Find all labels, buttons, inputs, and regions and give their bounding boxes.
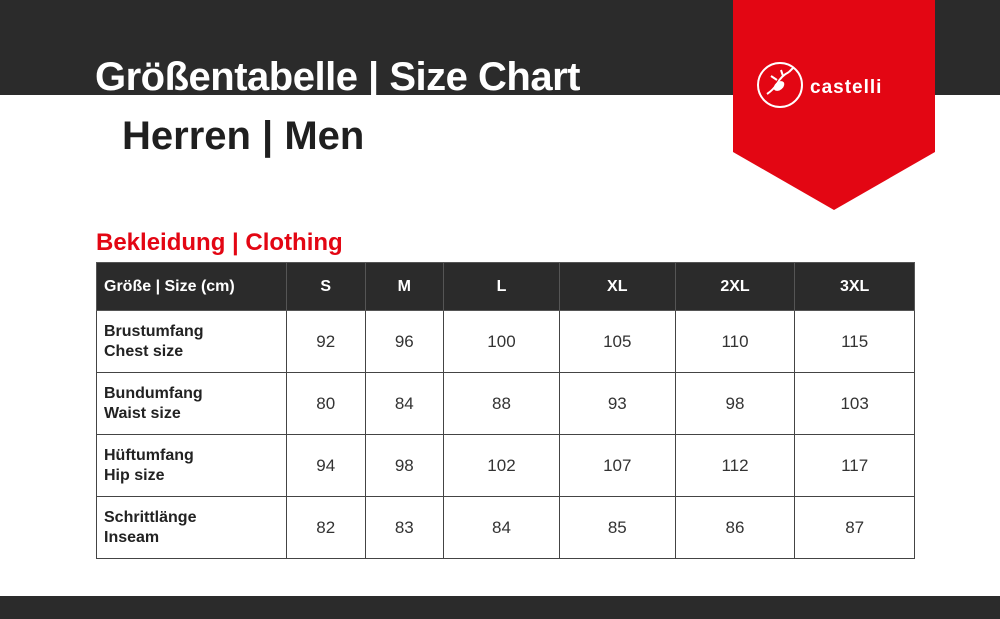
page-title: Größentabelle | Size Chart (95, 55, 580, 99)
table-cell: 115 (794, 310, 915, 373)
table-cell: 107 (558, 434, 676, 497)
table-cell: 98 (364, 434, 445, 497)
section-title: Bekleidung | Clothing (96, 229, 343, 256)
table-cell: 105 (558, 310, 676, 373)
table-cell: 110 (674, 310, 796, 373)
label-de: Hüftumfang (104, 446, 194, 464)
table-row: Brustumfang Chest size 92 96 100 105 110 115 (96, 310, 915, 373)
table-row: Schrittlänge Inseam 82 83 84 85 86 87 (96, 496, 915, 559)
table-cell: 96 (364, 310, 445, 373)
table-cell: 92 (286, 310, 366, 373)
table-cell: 93 (558, 372, 676, 435)
row-label: Bundumfang Waist size (96, 372, 287, 435)
label-en: Inseam (104, 528, 160, 546)
table-cell: 98 (674, 372, 796, 435)
castelli-logo-badge: castelli (733, 0, 935, 210)
table-row: Hüftumfang Hip size 94 98 102 107 112 117 (96, 434, 915, 497)
table-cell: 84 (443, 496, 560, 559)
table-cell: 80 (286, 372, 366, 435)
size-table: Größe | Size (cm) S M L XL 2XL 3XL Brust… (96, 262, 915, 559)
table-cell: 87 (794, 496, 915, 559)
table-row: Bundumfang Waist size 80 84 88 93 98 103 (96, 372, 915, 435)
column-header: L (443, 262, 560, 311)
table-cell: 86 (674, 496, 796, 559)
table-cell: 94 (286, 434, 366, 497)
label-en: Chest size (104, 342, 184, 360)
table-cell: 117 (794, 434, 915, 497)
scorpion-icon (757, 62, 803, 108)
label-de: Brustumfang (104, 322, 204, 340)
table-cell: 84 (364, 372, 445, 435)
table-cell: 100 (443, 310, 560, 373)
table-cell: 82 (286, 496, 366, 559)
row-label: Brustumfang Chest size (96, 310, 287, 373)
table-header-row: Größe | Size (cm) S M L XL 2XL 3XL (96, 262, 915, 311)
column-header: S (286, 262, 366, 311)
column-header: 3XL (794, 262, 915, 311)
table-cell: 88 (443, 372, 560, 435)
table-cell: 112 (674, 434, 796, 497)
label-en: Waist size (104, 404, 181, 422)
table-cell: 102 (443, 434, 560, 497)
column-header: 2XL (674, 262, 796, 311)
column-header: M (364, 262, 445, 311)
column-header: XL (558, 262, 676, 311)
row-label: Schrittlänge Inseam (96, 496, 287, 559)
label-de: Bundumfang (104, 384, 203, 402)
column-header: Größe | Size (cm) (96, 262, 287, 311)
row-label: Hüftumfang Hip size (96, 434, 287, 497)
table-cell: 85 (558, 496, 676, 559)
brand-name: castelli (810, 77, 882, 98)
bottom-band (0, 596, 1000, 619)
page-subtitle: Herren | Men (122, 114, 365, 158)
table-cell: 83 (364, 496, 445, 559)
table-cell: 103 (794, 372, 915, 435)
label-de: Schrittlänge (104, 508, 197, 526)
label-en: Hip size (104, 466, 165, 484)
